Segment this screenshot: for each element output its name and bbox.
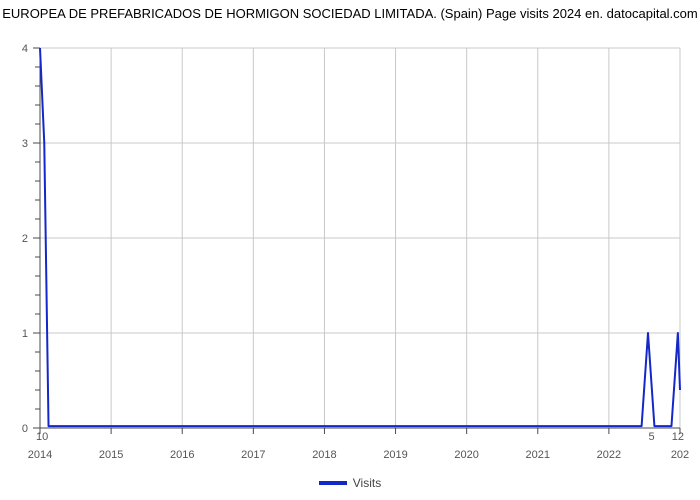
svg-text:2018: 2018 bbox=[312, 449, 336, 461]
svg-text:2022: 2022 bbox=[597, 449, 621, 461]
svg-text:12: 12 bbox=[672, 431, 684, 443]
chart-legend: Visits bbox=[0, 472, 700, 490]
svg-text:2017: 2017 bbox=[241, 449, 265, 461]
svg-text:4: 4 bbox=[22, 43, 28, 55]
svg-text:2019: 2019 bbox=[383, 449, 407, 461]
svg-text:0: 0 bbox=[22, 423, 28, 435]
legend-label: Visits bbox=[353, 476, 381, 490]
chart-plot: 2014201520162017201820192020202120222020… bbox=[0, 0, 700, 500]
chart-container: EUROPEA DE PREFABRICADOS DE HORMIGON SOC… bbox=[0, 0, 700, 500]
svg-text:10: 10 bbox=[36, 431, 48, 443]
svg-text:3: 3 bbox=[22, 138, 28, 150]
svg-text:2021: 2021 bbox=[526, 449, 550, 461]
legend-swatch bbox=[319, 481, 347, 485]
svg-text:2: 2 bbox=[22, 233, 28, 245]
svg-text:2015: 2015 bbox=[99, 449, 123, 461]
svg-text:5: 5 bbox=[648, 431, 654, 443]
svg-text:2014: 2014 bbox=[28, 449, 52, 461]
svg-text:2016: 2016 bbox=[170, 449, 194, 461]
svg-text:1: 1 bbox=[22, 328, 28, 340]
svg-text:2020: 2020 bbox=[454, 449, 478, 461]
svg-text:202: 202 bbox=[671, 449, 689, 461]
legend-item-visits: Visits bbox=[319, 476, 381, 490]
